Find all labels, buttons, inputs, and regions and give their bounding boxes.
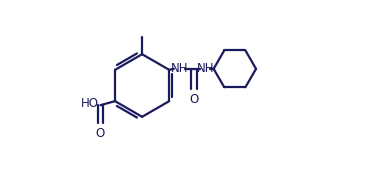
Text: O: O: [189, 93, 199, 106]
Text: O: O: [96, 127, 105, 140]
Text: NH: NH: [171, 62, 189, 75]
Text: HO: HO: [81, 97, 99, 110]
Text: NH: NH: [196, 62, 214, 75]
